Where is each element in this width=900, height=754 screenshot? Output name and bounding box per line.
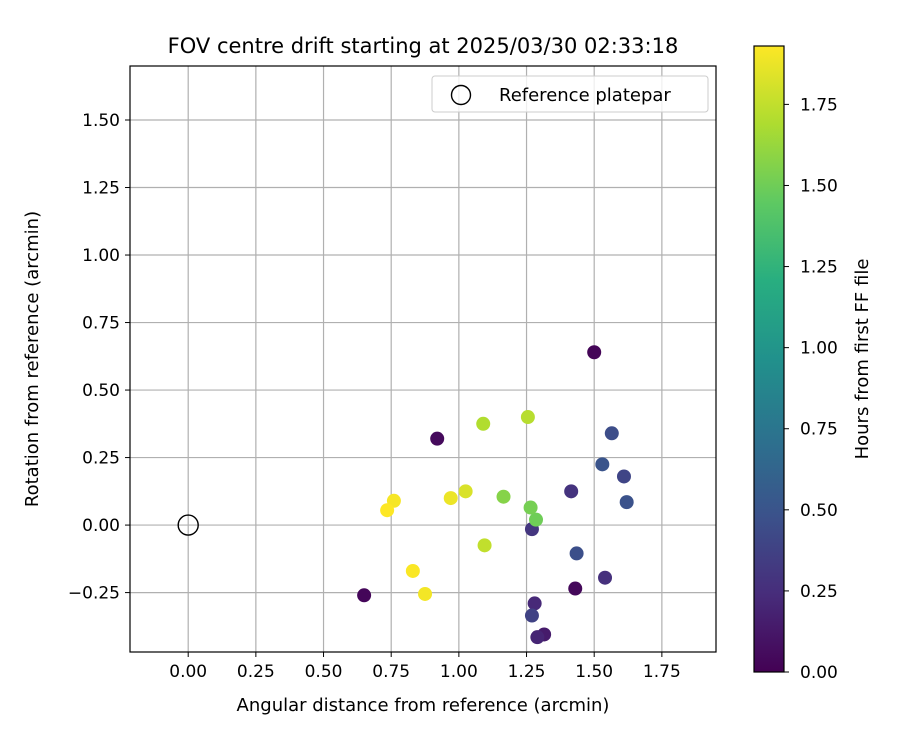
scatter-point: [529, 512, 544, 527]
scatter-point: [520, 410, 535, 425]
colorbar-tick-label: 1.00: [800, 339, 838, 359]
scatter-point: [476, 416, 491, 431]
scatter-points: [357, 345, 634, 645]
x-tick-label: 1.50: [575, 662, 613, 682]
scatter-point: [458, 484, 473, 499]
colorbar-tick-label: 0.00: [800, 663, 838, 683]
colorbar-tick-label: 0.50: [800, 501, 838, 521]
x-axis-label: Angular distance from reference (arcmin): [237, 695, 610, 716]
x-axis-ticks: 0.00 0.25 0.50 0.75 1.00 1.25 1.50 1.75: [169, 652, 681, 682]
x-tick-label: 0.25: [237, 662, 275, 682]
y-tick-label: 0.50: [82, 381, 120, 401]
scatter-point: [619, 495, 634, 510]
x-tick-label: 0.75: [372, 662, 410, 682]
scatter-point: [523, 500, 538, 515]
scatter-point: [595, 457, 610, 472]
scatter-point: [496, 489, 511, 504]
y-axis-ticks: −0.25 0.00 0.25 0.50 0.75 1.00 1.25 1.50: [68, 111, 130, 604]
scatter-point: [569, 546, 584, 561]
scatter-point: [604, 426, 619, 441]
y-axis-label: Rotation from reference (arcmin): [22, 211, 43, 507]
scatter-point: [616, 469, 631, 484]
scatter-point: [405, 563, 420, 578]
colorbar-tick-label: 1.75: [800, 95, 838, 115]
scatter-point: [564, 484, 579, 499]
y-tick-label: 1.00: [82, 246, 120, 266]
legend-marker-open-circle: [450, 84, 472, 106]
y-tick-label: 1.50: [82, 111, 120, 131]
legend-box: [431, 75, 709, 113]
x-tick-label: 1.75: [643, 662, 681, 682]
colorbar-tick-label: 0.25: [800, 582, 838, 602]
grid: [130, 66, 716, 652]
scatter-point: [380, 503, 395, 518]
scatter-point: [477, 538, 492, 553]
colorbar-gradient: [753, 45, 785, 673]
colorbar-tick-label: 1.25: [800, 258, 838, 278]
scatter-point: [357, 588, 372, 603]
colorbar: 0.00 0.25 0.50 0.75 1.00 1.25 1.50 1.75 Hours f…: [753, 45, 873, 683]
scatter-point: [524, 608, 539, 623]
chart-title: FOV centre drift starting at 2025/03/30 …: [168, 34, 679, 58]
y-tick-label: 1.25: [82, 179, 120, 199]
reference-marker-layer: [177, 514, 199, 536]
colorbar-tick-label: 0.75: [800, 420, 838, 440]
plot-frame: [129, 65, 717, 653]
scatter-point: [527, 596, 542, 611]
legend-label: Reference platepar: [499, 85, 671, 106]
plot-area: [130, 66, 716, 652]
scatter-point: [430, 431, 445, 446]
colorbar-tick-label: 1.50: [800, 176, 838, 196]
scatter-point: [568, 581, 583, 596]
scatter-point: [598, 570, 613, 585]
legend: Reference platepar: [431, 75, 709, 113]
scatter-point: [418, 586, 433, 601]
scatter-point: [530, 630, 545, 645]
x-tick-label: 0.50: [305, 662, 343, 682]
scatter-point: [587, 345, 602, 360]
x-tick-label: 0.00: [169, 662, 207, 682]
scatter-point: [443, 491, 458, 506]
reference-platepar-marker: [177, 514, 199, 536]
x-tick-label: 1.00: [440, 662, 478, 682]
y-tick-label: 0.00: [82, 516, 120, 536]
colorbar-label: Hours from first FF file: [852, 259, 873, 460]
y-tick-label: 0.75: [82, 314, 120, 334]
y-tick-label: 0.25: [82, 449, 120, 469]
y-tick-label: −0.25: [68, 584, 120, 604]
colorbar-ticks: 0.00 0.25 0.50 0.75 1.00 1.25 1.50 1.75: [784, 95, 838, 683]
x-tick-label: 1.25: [508, 662, 546, 682]
